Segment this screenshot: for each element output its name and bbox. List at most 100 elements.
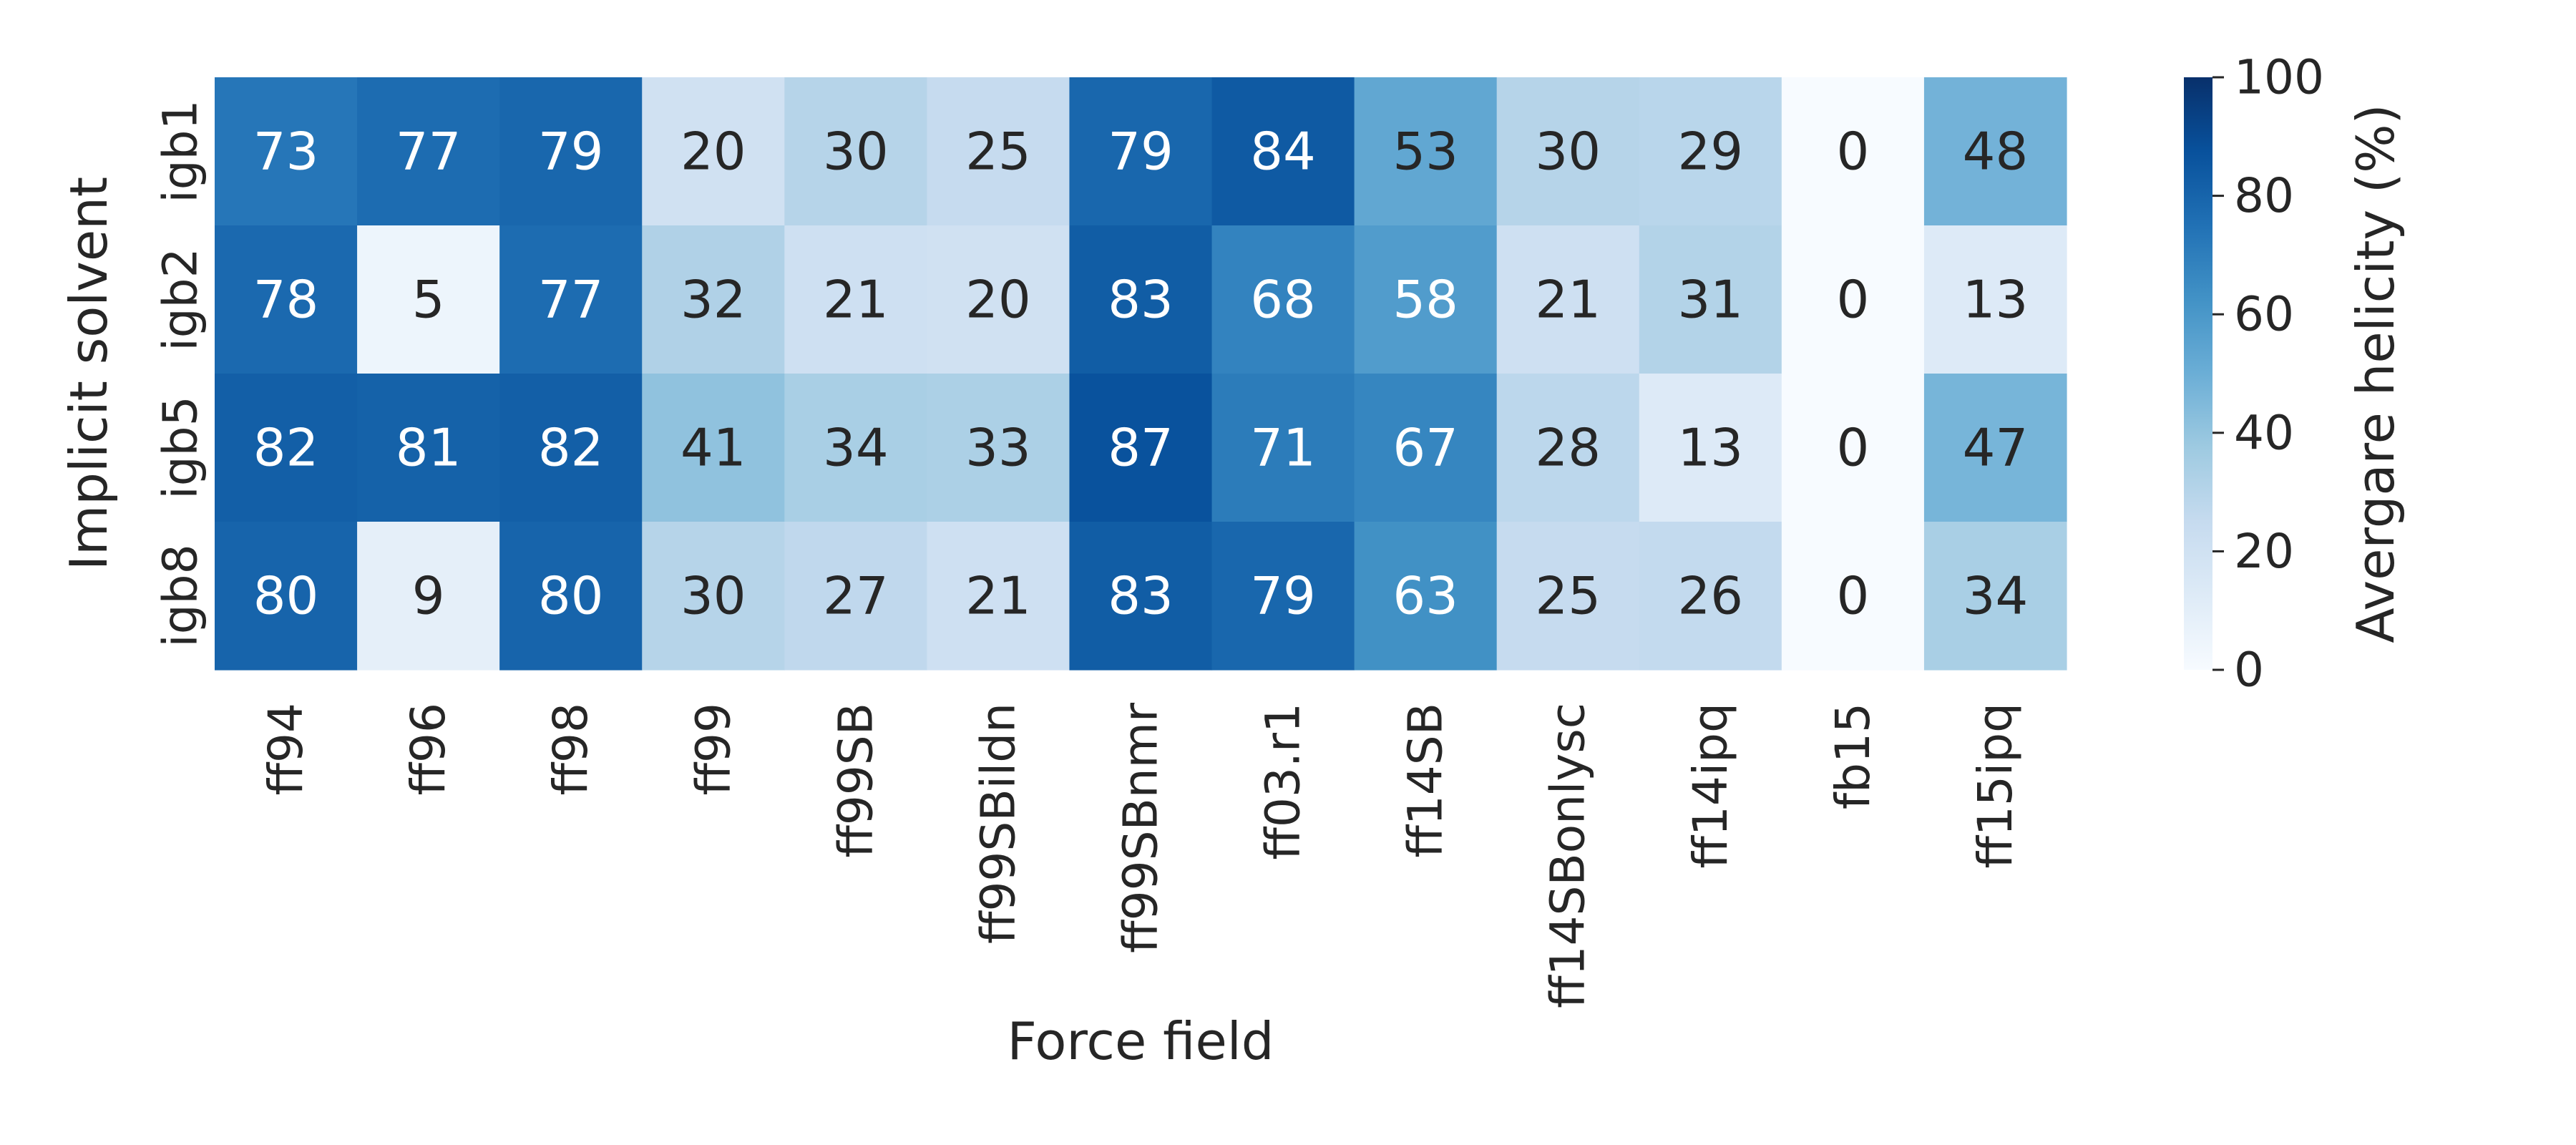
heatmap-cell-value: 34	[1963, 566, 2029, 626]
heatmap-cell-value: 30	[1535, 122, 1601, 182]
heatmap-cell	[357, 77, 500, 226]
x-tick-label: ff15ipq	[1968, 703, 2023, 869]
heatmap-cell-value: 33	[965, 418, 1031, 478]
heatmap-cell-value: 30	[680, 566, 746, 626]
colorbar	[2184, 77, 2212, 670]
heatmap-cell	[642, 225, 785, 374]
colorbar-tick-label: 20	[2234, 524, 2294, 579]
heatmap-cell-value: 21	[1535, 270, 1601, 330]
y-tick-label: igb1	[153, 99, 208, 203]
heatmap-cell	[215, 374, 358, 522]
heatmap-cell	[1211, 374, 1355, 522]
x-tick-label: ff98	[543, 703, 598, 795]
heatmap-cell-value: 63	[1392, 566, 1458, 626]
x-tick-label: ff96	[401, 703, 456, 795]
heatmap-cell	[1211, 77, 1355, 226]
heatmap-cell-value: 26	[1677, 566, 1743, 626]
heatmap-cell	[1923, 77, 2067, 226]
heatmap-cell-value: 77	[538, 270, 604, 330]
x-tick-label: ff99	[686, 703, 741, 795]
heatmap-cell	[1639, 225, 1782, 374]
heatmap-cell	[499, 374, 643, 522]
heatmap-cell	[499, 77, 643, 226]
heatmap-cell	[1069, 77, 1213, 226]
heatmap-cell-value: 82	[538, 418, 604, 478]
heatmap-cell-value: 41	[680, 418, 746, 478]
heatmap-cell	[784, 374, 927, 522]
heatmap-cell	[1639, 374, 1782, 522]
heatmap-cell-value: 83	[1108, 270, 1174, 330]
heatmap-cell-value: 53	[1392, 122, 1458, 182]
x-axis-tick-labels: ff94 ff96 ff98 ff99 ff99SB ff99SBildn ff99SBnm…	[258, 702, 2023, 1008]
heatmap-cell	[1069, 225, 1213, 374]
heatmap-cell	[215, 522, 358, 671]
x-tick-label: fb15	[1825, 703, 1880, 809]
heatmap-cell	[1211, 225, 1355, 374]
heatmap-cell-value: 67	[1392, 418, 1458, 478]
x-tick-label: ff99SB	[828, 703, 883, 858]
heatmap-cell-value: 0	[1836, 566, 1869, 626]
heatmap-cell	[642, 522, 785, 671]
heatmap-cell-value: 25	[1535, 566, 1601, 626]
heatmap-cell	[1923, 522, 2067, 671]
heatmap-cell	[1923, 225, 2067, 374]
heatmap-cell	[1496, 77, 1640, 226]
heatmap-cell-value: 21	[965, 566, 1031, 626]
heatmap-cell	[1354, 522, 1498, 671]
heatmap-cell	[784, 225, 927, 374]
heatmap-cell-value: 0	[1836, 270, 1869, 330]
heatmap-cell-value: 20	[965, 270, 1031, 330]
heatmap-cell-labels: 73 77 79 20 30 25 79 84 53 30 29 0 48 78 5 77 32 21 20 83 68…	[253, 122, 2029, 626]
x-tick-label: ff14SB	[1398, 703, 1453, 858]
heatmap-cell-value: 32	[680, 270, 746, 330]
heatmap-cell-value: 80	[253, 566, 319, 626]
heatmap-cell-value: 47	[1963, 418, 2029, 478]
heatmap-cell-value: 82	[253, 418, 319, 478]
x-tick-label: ff14ipq	[1683, 703, 1738, 869]
heatmap-cell-value: 84	[1250, 122, 1316, 182]
heatmap-cell	[1781, 374, 1925, 522]
heatmap-cell	[1496, 374, 1640, 522]
y-tick-label: igb5	[153, 396, 208, 499]
heatmap-cell	[1496, 522, 1640, 671]
heatmap-cell	[1354, 225, 1498, 374]
heatmap-cell-value: 71	[1250, 418, 1316, 478]
heatmap-cell-value: 13	[1963, 270, 2029, 330]
heatmap-cell	[1069, 374, 1213, 522]
colorbar-tick-label: 60	[2234, 287, 2294, 342]
x-tick-label: ff94	[258, 703, 313, 795]
heatmap-cell-value: 5	[412, 270, 445, 330]
x-tick-label: ff14SBonlysc	[1541, 703, 1596, 1008]
heatmap-cell-value: 83	[1108, 566, 1174, 626]
heatmap-cell	[1923, 374, 2067, 522]
heatmap-cell-value: 80	[538, 566, 604, 626]
colorbar-tick-label: 100	[2234, 50, 2324, 105]
heatmap-cell	[927, 77, 1070, 226]
y-tick-label: igb2	[153, 248, 208, 351]
heatmap-cell-value: 27	[823, 566, 889, 626]
heatmap-cell-value: 34	[823, 418, 889, 478]
heatmap-cell	[927, 522, 1070, 671]
heatmap-cell	[1781, 77, 1925, 226]
x-tick-label: ff99SBildn	[970, 703, 1025, 944]
heatmap-cell-value: 77	[396, 122, 462, 182]
heatmap-cell	[784, 77, 927, 226]
heatmap-cell	[1781, 522, 1925, 671]
heatmap-cell-value: 28	[1535, 418, 1601, 478]
heatmap-cell	[215, 225, 358, 374]
y-axis-tick-labels: igb1 igb2 igb5 igb8	[153, 99, 208, 647]
heatmap-cell	[927, 374, 1070, 522]
heatmap-cell-value: 87	[1108, 418, 1174, 478]
heatmap-cell-value: 0	[1836, 418, 1869, 478]
heatmap-cell	[1781, 225, 1925, 374]
x-tick-label: ff03.r1	[1256, 703, 1311, 860]
heatmap-cell-value: 21	[823, 270, 889, 330]
heatmap-cell	[1354, 374, 1498, 522]
colorbar-tick-label: 40	[2234, 405, 2294, 460]
heatmap-cell-value: 73	[253, 122, 319, 182]
heatmap-cell-value: 13	[1677, 418, 1743, 478]
y-axis-title: Implicit solvent	[59, 177, 119, 570]
heatmap-cell-value: 30	[823, 122, 889, 182]
heatmap-cell	[1639, 77, 1782, 226]
y-tick-label: igb8	[153, 544, 208, 647]
